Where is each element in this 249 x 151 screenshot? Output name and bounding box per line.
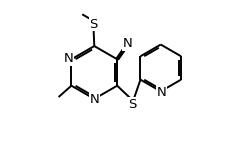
Text: N: N (157, 86, 167, 99)
Text: N: N (64, 52, 73, 66)
Text: N: N (123, 37, 133, 50)
Text: S: S (128, 98, 136, 111)
Text: N: N (90, 93, 100, 106)
Text: S: S (89, 18, 98, 31)
